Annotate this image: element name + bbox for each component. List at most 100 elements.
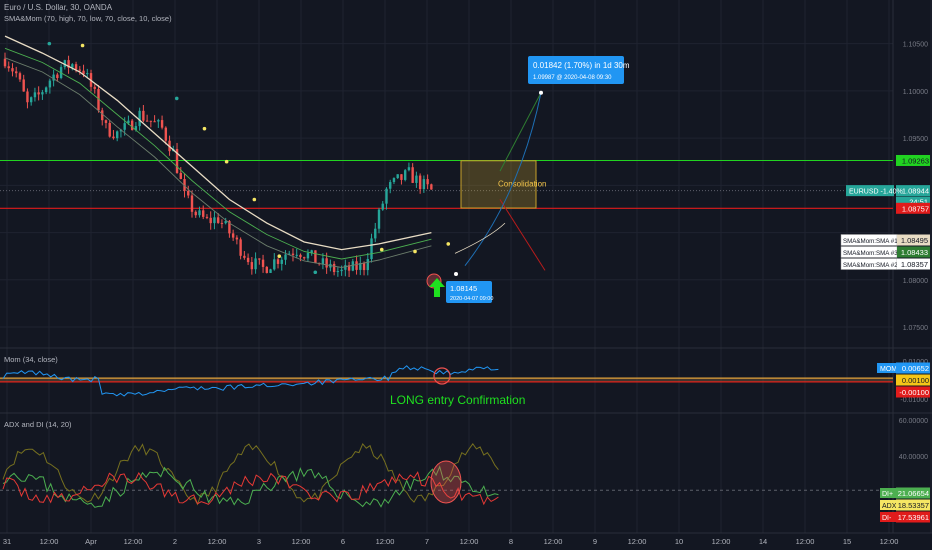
signal-dot [379,247,384,252]
candle-up [224,221,227,224]
target-callout-line1: 0.01842 (1.70%) in 1d 30m [533,61,630,70]
candle-up [254,258,257,270]
grid-lines [0,0,932,533]
candle-down [400,174,403,180]
time-tick-label: 12:00 [880,537,899,546]
drawing-annotations[interactable]: Consolidation 0.01842 (1.70%) in 1d 30m 1.… [426,56,630,303]
time-tick-label: 12:00 [796,537,815,546]
candle-down [228,221,231,234]
candle-up [344,265,347,270]
mom-value-tag-bg [896,362,930,374]
price-tags: 1.09263 1.08944 24:511.08757 EURUSD -1.40% S… [840,154,930,523]
candle-down [325,258,328,268]
mom-band [0,378,893,382]
candle-down [175,149,179,173]
entry-callout [446,281,492,303]
candle-down [194,211,197,216]
candle-up [389,182,392,189]
adx-name-tag: ADX [882,503,897,510]
time-axis[interactable]: 31 12:00 Apr 12:00 2 12:00 3 12:00 6 12:00 7 12:00 8… [3,537,899,546]
mom-title[interactable]: Mom (34, close) [4,355,58,364]
candlestick-series[interactable] [3,52,433,278]
price-tick-label: 1.10000 [903,89,928,96]
price-tick-label: 1.10500 [903,42,928,49]
entry-callout-line2: 2020-04-07 09:00 [450,296,493,302]
time-tick-label: 9 [593,537,597,546]
long-entry-text: LONG entry Confirmation [390,393,525,407]
adx-title[interactable]: ADX and DI (14, 20) [4,420,72,429]
mom-upper-tag-bg [896,374,930,386]
projection-curve [464,92,542,266]
candle-up [306,253,310,259]
adx-line [2,442,499,506]
candle-down [314,250,317,264]
candle-down [145,120,149,122]
candle-down [104,120,108,123]
signal-dot [80,43,85,48]
long-entry-arrow-icon [429,278,445,297]
candle-down [347,265,351,271]
time-tick-label: 12:00 [124,537,143,546]
price-tick-label: 1.07500 [903,325,928,332]
symbol-title[interactable]: Euro / U.S. Dollar, 30, OANDA [4,3,113,12]
candle-up [295,254,298,256]
consolidation-box [460,160,537,209]
candle-up [396,174,399,179]
candle-up [359,262,362,270]
adx-name-tag: DI- [882,515,892,522]
candle-up [134,126,138,131]
signal-dot [252,197,257,202]
mom-upper-tag: 0.00100 [902,376,929,385]
momentum-pane[interactable]: LONG entry Confirmation [0,365,893,407]
time-tick-label: 14 [759,537,767,546]
candle-down [205,216,209,218]
candle-up [157,120,160,122]
adx-value-tag-bg [896,511,930,523]
mom-value-tag: 0.00652 [902,364,929,373]
di-plus-line [2,465,499,508]
price-tick-label: 1.09500 [903,136,928,143]
candle-down [216,217,220,223]
countdown-tag-bg [896,196,930,207]
adx-tick-label: 40.00000 [899,454,928,461]
time-tick-label: 2 [173,537,177,546]
candle-up [385,188,388,204]
candle-down [250,262,254,270]
time-tick-label: 7 [425,537,429,546]
candle-up [44,87,48,93]
candle-up [392,178,396,183]
candle-down [15,71,18,74]
indicator-title[interactable]: SMA&Mom (70, high, 70, low, 70, close, 1… [4,14,172,23]
candle-down [303,257,306,259]
candle-up [273,259,276,270]
time-tick-label: 12:00 [628,537,647,546]
time-tick-label: 15 [843,537,851,546]
sma-value-tag: 1.08433 [901,248,928,257]
candle-down [411,167,414,183]
time-tick-label: 12:00 [460,537,479,546]
current-price-tag: 1.08944 [902,187,929,196]
time-tick-label: 8 [509,537,513,546]
signal-dot [174,96,179,101]
candle-up [63,60,67,68]
projection-line-down [499,199,546,271]
candle-down [187,190,190,196]
target-point [539,90,543,95]
candle-down [97,88,100,111]
candle-down [239,239,242,256]
sma-value-tag-bg [897,258,930,270]
candle-down [355,261,358,270]
sma-value-tag: 1.08357 [901,260,928,269]
candle-down [67,60,70,68]
mom-line [2,365,499,397]
sma-lines[interactable] [4,35,432,268]
mom-lower-tag-bg [896,386,930,398]
candle-down [101,110,104,121]
adx-highlight-ellipse [430,460,462,504]
candle-down [142,110,145,121]
adx-pane[interactable] [0,442,893,508]
candle-up [41,92,44,95]
candle-down [3,58,7,67]
